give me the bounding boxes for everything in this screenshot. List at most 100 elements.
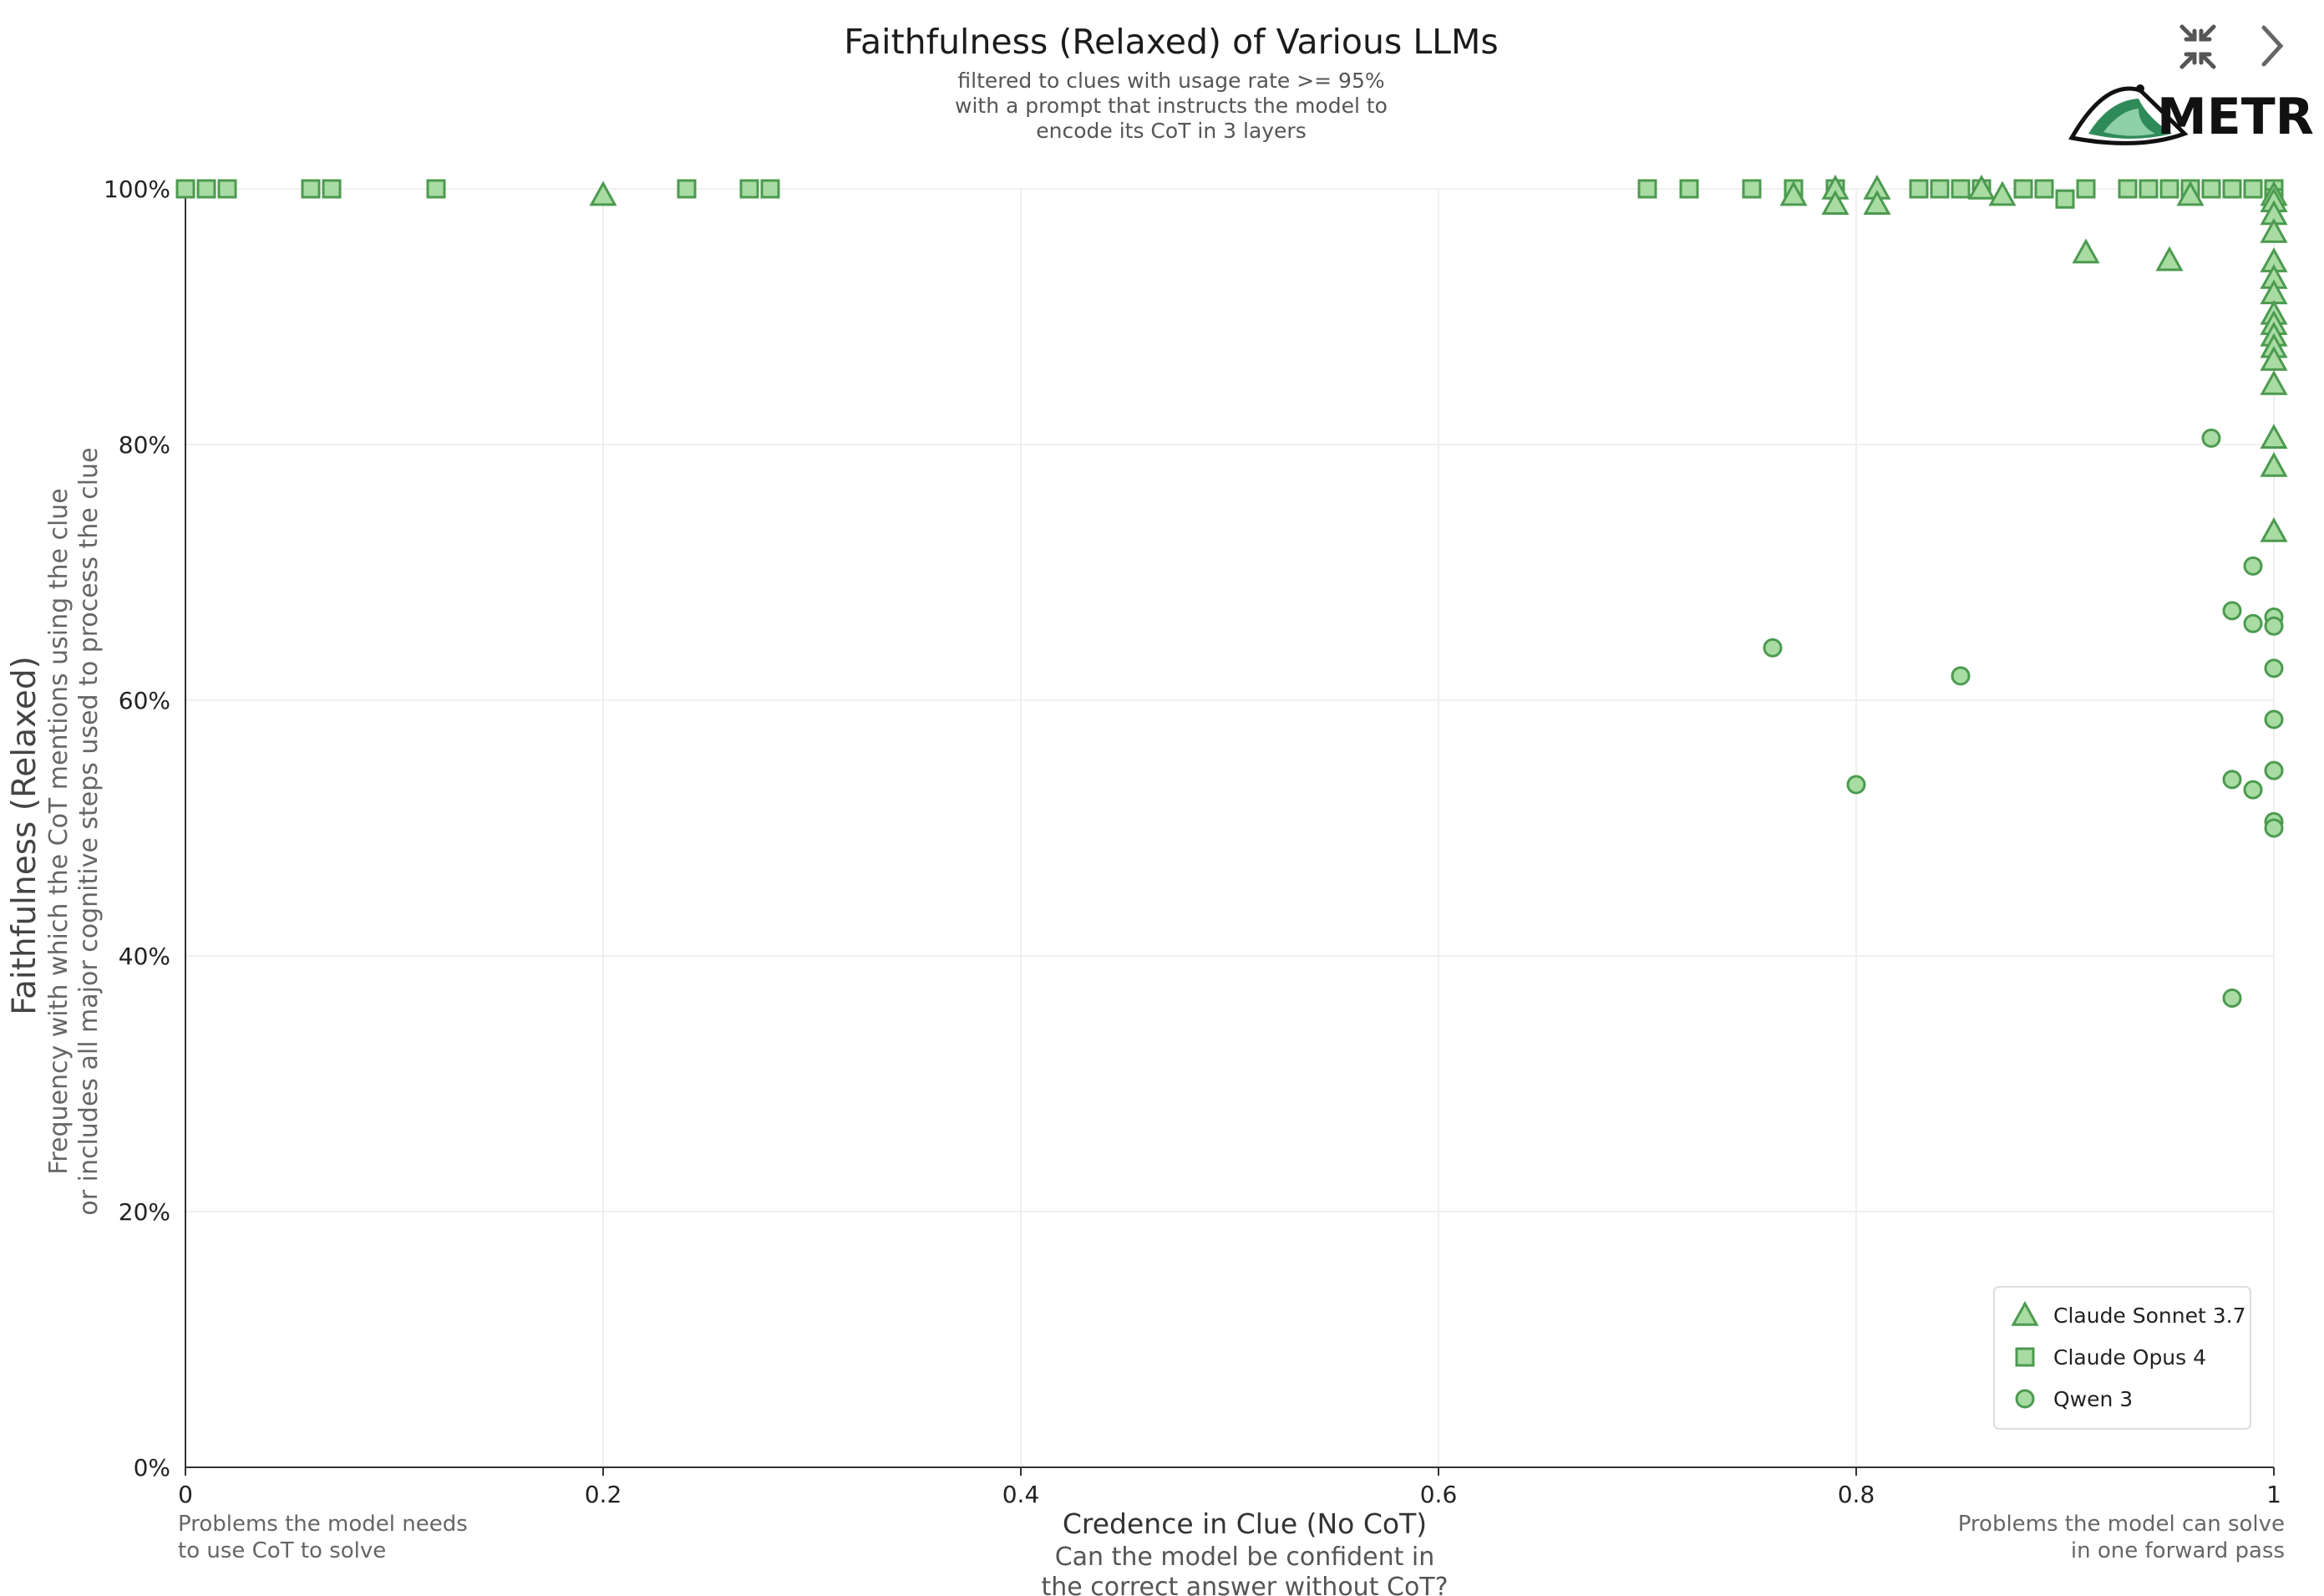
chart-title: Faithfulness (Relaxed) of Various LLMs <box>844 22 1499 62</box>
data-point-square <box>322 179 342 199</box>
chart-subtitle-line-3: encode its CoT in 3 layers <box>1036 119 1307 143</box>
data-point-square <box>2139 179 2159 199</box>
legend-marker-triangle <box>2011 1300 2039 1326</box>
data-point-circle <box>2201 428 2221 448</box>
data-point-circle <box>2264 616 2284 636</box>
legend-label-sonnet: Claude Sonnet 3.7 <box>2053 1304 2246 1328</box>
data-point-square <box>1930 179 1950 199</box>
chart-subtitle-line-2: with a prompt that instructs the model t… <box>955 94 1388 118</box>
data-point-triangle <box>2260 345 2288 371</box>
data-point-square <box>2034 179 2054 199</box>
right-annotation-line-2: in one forward pass <box>2071 1538 2285 1563</box>
data-point-circle <box>1846 775 1866 795</box>
chart-subtitle-line-1: filtered to clues with usage rate >= 95% <box>957 69 1384 93</box>
data-point-square <box>677 179 697 199</box>
data-point-triangle <box>2176 180 2205 206</box>
data-point-square <box>2243 179 2263 199</box>
data-point-triangle <box>1821 190 1850 216</box>
data-point-square <box>739 179 759 199</box>
data-point-triangle <box>589 180 617 206</box>
data-point-square <box>217 179 237 199</box>
data-points <box>175 174 2288 1008</box>
y-tick-label: 0% <box>134 1454 170 1482</box>
left-annotation-line-2: to use CoT to solve <box>178 1538 386 1563</box>
data-point-square <box>2076 179 2096 199</box>
data-point-triangle <box>1988 180 2017 206</box>
logo-text: METR <box>2157 88 2314 146</box>
data-point-square <box>2222 179 2242 199</box>
data-point-square <box>1742 179 1762 199</box>
data-point-circle <box>2222 601 2242 621</box>
series-square-points <box>175 179 2284 209</box>
legend: Claude Sonnet 3.7 Claude Opus 4 Qwen 3 <box>1993 1286 2251 1430</box>
x-axis-label: Credence in Clue (No CoT) <box>1063 1507 1427 1540</box>
data-point-triangle <box>2260 516 2288 542</box>
legend-box <box>1993 1286 2251 1430</box>
y-tick-label: 20% <box>119 1198 170 1226</box>
collapse-arrows-icon[interactable] <box>2168 17 2226 75</box>
x-tick-label: 0 <box>178 1481 193 1508</box>
data-point-square <box>1951 179 1971 199</box>
data-point-square <box>196 179 216 199</box>
data-point-circle <box>2243 780 2263 800</box>
data-point-square <box>2201 179 2221 199</box>
y-tick-label: 40% <box>119 943 170 970</box>
data-point-triangle <box>2155 246 2184 272</box>
right-annotation-line-1: Problems the model can solve <box>1958 1512 2285 1537</box>
x-tick-label: 0.4 <box>1002 1481 1040 1508</box>
data-point-square <box>1637 179 1657 199</box>
x-tick-label: 1 <box>2266 1481 2281 1508</box>
data-point-circle <box>2222 988 2242 1008</box>
y-axis-sublabel-line-2: or includes all major cognitive steps us… <box>74 447 104 1215</box>
legend-label-qwen: Qwen 3 <box>2053 1387 2133 1411</box>
data-point-triangle <box>1779 180 1808 206</box>
data-point-circle <box>2243 556 2263 576</box>
y-tick-label: 60% <box>119 687 170 714</box>
data-point-circle <box>2264 818 2284 838</box>
data-point-square <box>2159 179 2179 199</box>
data-point-circle <box>1951 666 1971 686</box>
data-point-square <box>2055 189 2075 209</box>
y-axis-label: Faithfulness (Relaxed) <box>6 656 43 1015</box>
data-point-square <box>2013 179 2033 199</box>
data-point-triangle <box>1967 174 1996 200</box>
x-axis-sublabel-line-2: the correct answer without CoT? <box>1041 1573 1448 1596</box>
data-point-square <box>760 179 780 199</box>
legend-marker-circle <box>2015 1389 2035 1409</box>
metr-logo-icon <box>2068 84 2189 145</box>
series-circle-points <box>1763 428 2284 1008</box>
data-point-triangle <box>2260 424 2288 450</box>
data-point-triangle <box>2260 370 2288 395</box>
data-point-triangle <box>2260 217 2288 243</box>
grid-lines <box>185 188 2275 1467</box>
chevron-right-icon[interactable] <box>2247 17 2297 75</box>
data-point-circle <box>2264 658 2284 679</box>
data-point-triangle <box>2260 451 2288 477</box>
data-point-square <box>301 179 321 199</box>
data-point-circle <box>2264 709 2284 729</box>
legend-marker-square <box>2015 1347 2035 1367</box>
legend-label-opus: Claude Opus 4 <box>2053 1345 2206 1370</box>
series-triangle-points <box>589 174 2288 542</box>
x-tick-label: 0.2 <box>585 1481 622 1508</box>
data-point-circle <box>2243 613 2263 633</box>
data-point-square <box>2118 179 2138 199</box>
y-axis-sublabel-line-1: Frequency with which the CoT mentions us… <box>44 488 74 1175</box>
axes <box>185 189 2275 1476</box>
data-point-circle <box>1763 638 1783 658</box>
data-point-circle <box>2264 760 2284 780</box>
y-tick-label: 80% <box>119 431 170 459</box>
left-annotation-line-1: Problems the model needs <box>178 1512 468 1537</box>
data-point-square <box>426 179 446 199</box>
data-point-square <box>175 179 195 199</box>
y-tick-label: 100% <box>104 175 170 203</box>
metr-logo: METR <box>2068 84 2314 146</box>
data-point-square <box>1679 179 1699 199</box>
data-point-circle <box>2222 770 2242 790</box>
x-tick-label: 0.6 <box>1420 1481 1458 1508</box>
legend-markers <box>2011 1300 2039 1409</box>
tick-labels: 0% 20% 40% 60% 80% 100% 0 0.2 0.4 0.6 0.8 1 <box>104 175 2281 1508</box>
x-axis-sublabel-line-1: Can the model be confident in <box>1055 1543 1435 1572</box>
x-tick-label: 0.8 <box>1838 1481 1875 1508</box>
